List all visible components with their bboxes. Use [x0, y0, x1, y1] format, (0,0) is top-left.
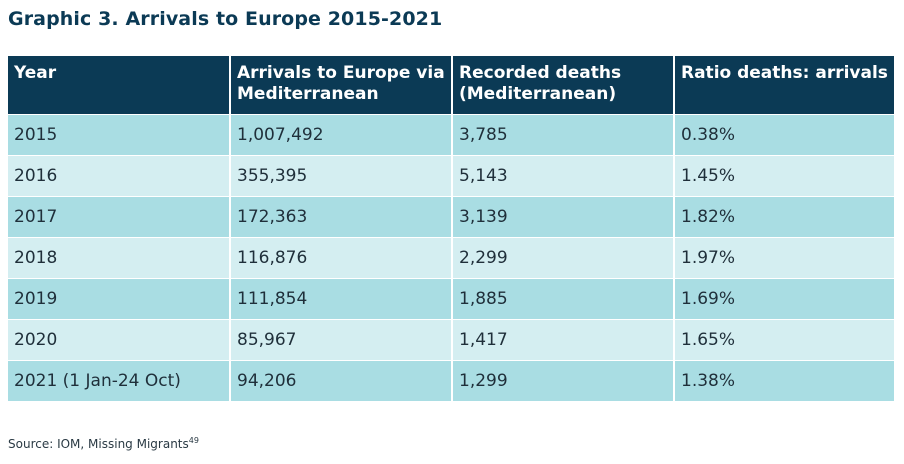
table-row: 2021 (1 Jan-24 Oct) 94,206 1,299 1.38% [8, 359, 894, 401]
cell-year: 2015 [8, 113, 231, 155]
table-row: 2019 111,854 1,885 1.69% [8, 277, 894, 319]
cell-ratio: 1.65% [674, 318, 894, 360]
cell-arrivals: 172,363 [230, 195, 453, 237]
table-row: 2015 1,007,492 3,785 0.38% [8, 113, 894, 155]
table-row: 2016 355,395 5,143 1.45% [8, 154, 894, 196]
cell-deaths: 3,139 [452, 195, 675, 237]
cell-deaths: 3,785 [452, 113, 675, 155]
table-header-row: Year Arrivals to Europe via Mediterranea… [8, 56, 894, 114]
cell-deaths: 1,299 [452, 359, 675, 401]
cell-deaths: 2,299 [452, 236, 675, 278]
column-header-arrivals-line2: Mediterranean [237, 84, 379, 104]
cell-year: 2019 [8, 277, 231, 319]
cell-arrivals: 94,206 [230, 359, 453, 401]
cell-ratio: 1.97% [674, 236, 894, 278]
column-header-arrivals: Arrivals to Europe via Mediterranean [230, 56, 453, 114]
cell-arrivals: 355,395 [230, 154, 453, 196]
cell-ratio: 1.69% [674, 277, 894, 319]
table-row: 2020 85,967 1,417 1.65% [8, 318, 894, 360]
cell-arrivals: 116,876 [230, 236, 453, 278]
cell-arrivals: 85,967 [230, 318, 453, 360]
cell-year: 2017 [8, 195, 231, 237]
cell-ratio: 1.38% [674, 359, 894, 401]
column-header-deaths-line2: (Mediterranean) [459, 84, 617, 104]
column-header-ratio-label: Ratio deaths: arrivals [681, 63, 888, 83]
cell-deaths: 5,143 [452, 154, 675, 196]
cell-deaths: 1,885 [452, 277, 675, 319]
table-row: 2018 116,876 2,299 1.97% [8, 236, 894, 278]
source-note: Source: IOM, Missing Migrants49 [8, 436, 199, 451]
column-header-deaths: Recorded deaths (Mediterranean) [452, 56, 675, 114]
cell-arrivals: 1,007,492 [230, 113, 453, 155]
cell-year: 2016 [8, 154, 231, 196]
column-header-year: Year [8, 56, 231, 114]
cell-arrivals: 111,854 [230, 277, 453, 319]
chart-title: Graphic 3. Arrivals to Europe 2015-2021 [8, 8, 443, 30]
column-header-deaths-line1: Recorded deaths [459, 63, 622, 83]
column-header-year-label: Year [14, 63, 57, 83]
cell-ratio: 1.45% [674, 154, 894, 196]
source-text: Source: IOM, Missing Migrants [8, 437, 189, 451]
column-header-ratio: Ratio deaths: arrivals [674, 56, 894, 114]
table-row: 2017 172,363 3,139 1.82% [8, 195, 894, 237]
cell-deaths: 1,417 [452, 318, 675, 360]
cell-year: 2018 [8, 236, 231, 278]
cell-year: 2021 (1 Jan-24 Oct) [8, 359, 231, 401]
data-table: Year Arrivals to Europe via Mediterranea… [8, 56, 894, 401]
cell-year: 2020 [8, 318, 231, 360]
cell-ratio: 1.82% [674, 195, 894, 237]
cell-ratio: 0.38% [674, 113, 894, 155]
column-header-arrivals-line1: Arrivals to Europe via [237, 63, 445, 83]
footnote-marker: 49 [188, 436, 199, 445]
